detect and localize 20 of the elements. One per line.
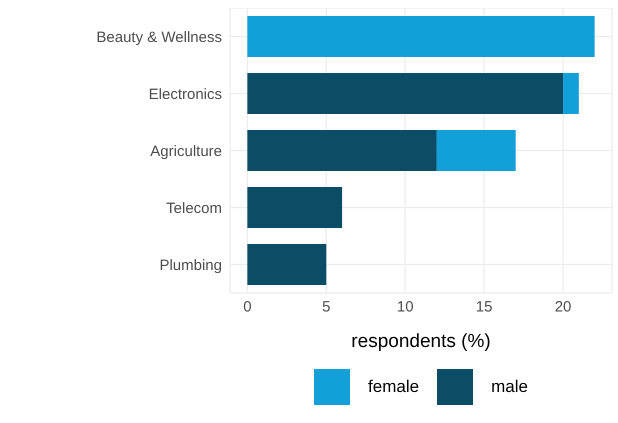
x-axis-title: respondents (%) — [351, 331, 491, 352]
bar — [563, 73, 579, 114]
x-tick-label: 0 — [243, 298, 252, 316]
y-tick-label: Telecom — [166, 200, 222, 217]
y-tick-label: Agriculture — [150, 142, 222, 160]
legend-label: male — [491, 377, 528, 397]
x-tick-label: 5 — [322, 298, 330, 316]
bar — [436, 130, 516, 171]
bar — [247, 244, 326, 285]
x-tick-label: 15 — [476, 298, 492, 316]
bar — [247, 130, 437, 171]
bar — [247, 187, 342, 228]
x-tick-label: 20 — [554, 298, 572, 316]
y-tick-label: Plumbing — [159, 256, 222, 274]
y-tick-label: Beauty & Wellness — [96, 28, 222, 46]
x-tick-label: 10 — [396, 298, 414, 316]
bar — [247, 16, 595, 57]
bar — [247, 73, 564, 114]
y-tick-label: Electronics — [148, 86, 222, 103]
legend-label: female — [368, 377, 420, 397]
